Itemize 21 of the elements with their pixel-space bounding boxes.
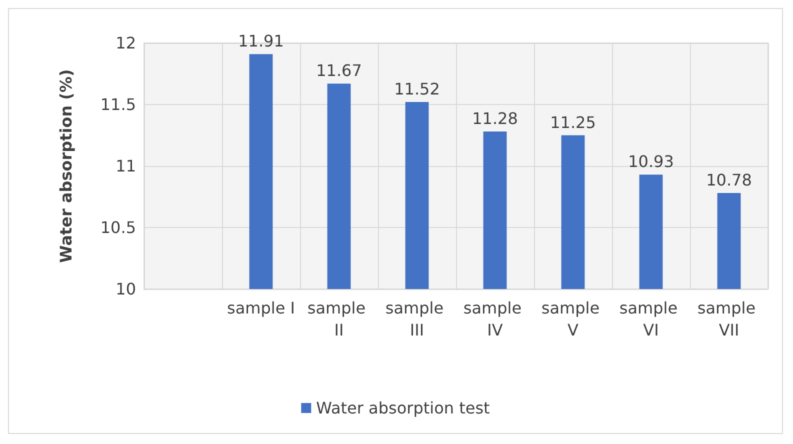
data-label: 11.28 [472, 109, 518, 128]
x-tick-label: sample IV [463, 298, 527, 340]
y-tick-label: 10.5 [100, 218, 136, 237]
data-label: 11.91 [238, 32, 284, 51]
legend-label: Water absorption test [316, 398, 490, 418]
y-axis-title: Water absorption (%) [56, 69, 76, 263]
y-tick-label: 12 [116, 34, 136, 52]
data-label: 10.78 [706, 170, 752, 190]
x-tick-label: sample III [385, 298, 449, 340]
data-label: 11.52 [394, 80, 440, 99]
x-tick-label: sample VI [619, 298, 683, 340]
y-tick-label: 10 [116, 280, 136, 298]
data-label: 11.67 [316, 61, 362, 80]
data-label: 11.25 [550, 112, 596, 132]
x-tick-label: sample VII [697, 298, 761, 340]
data-label: 10.93 [628, 152, 674, 172]
x-tick-label: sample I [227, 298, 295, 318]
y-tick-label: 11 [116, 156, 136, 176]
y-tick-label: 11.5 [100, 95, 136, 114]
x-tick-label: sample V [541, 298, 605, 340]
x-tick-label: sample II [307, 298, 371, 340]
